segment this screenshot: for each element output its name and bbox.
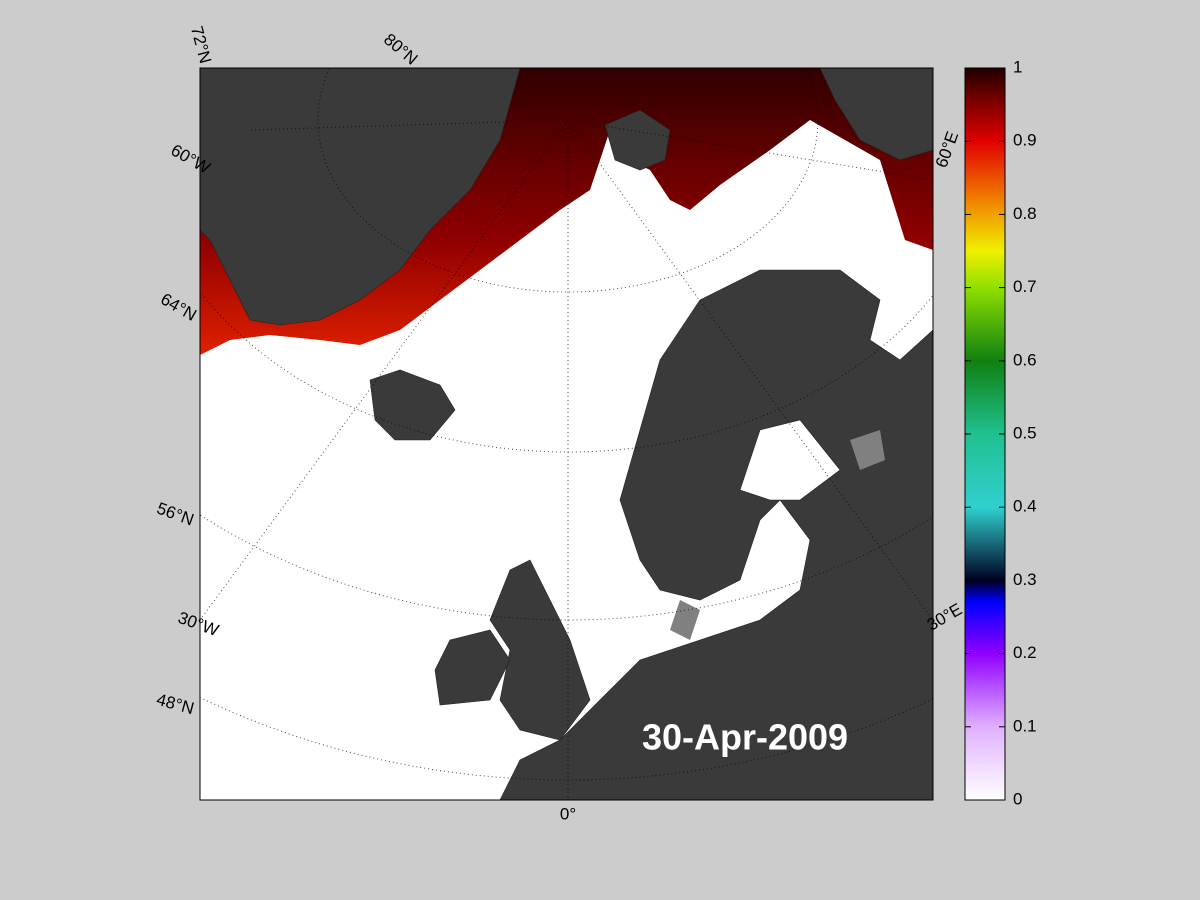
greenland (200, 68, 521, 326)
great-britain (489, 559, 591, 741)
grid-label: 56°N (154, 499, 196, 530)
tick-label: 0.3 (1013, 570, 1037, 589)
tick-label: 0.9 (1013, 131, 1037, 150)
grid-label: 64°N (157, 289, 199, 324)
tick-label: 1 (1013, 57, 1022, 76)
parallel (317, 68, 819, 293)
novaya-zemlya (819, 68, 933, 161)
grid-label: 48°N (154, 690, 196, 718)
meridian (567, 119, 933, 181)
ireland (434, 629, 511, 706)
shallow-water (670, 430, 885, 640)
tick-label: 0.5 (1013, 423, 1037, 442)
colorbar-scale (964, 67, 1006, 801)
tick-label: 0 (1013, 789, 1022, 808)
tick-label: 0.6 (1013, 350, 1037, 369)
colorbar: 0 0.1 0.2 0.3 0.4 0.5 0.6 0.7 0.8 0.9 1 (964, 57, 1037, 808)
date-label: 30-Apr-2009 (642, 717, 848, 758)
map-frame (199, 67, 934, 801)
tick-label: 0.7 (1013, 277, 1037, 296)
tick-label: 0.2 (1013, 643, 1037, 662)
grid-label: 60°E (932, 129, 963, 170)
europe (499, 269, 933, 800)
tick-label: 0.4 (1013, 497, 1037, 516)
map: 30-Apr-2009 (200, 68, 933, 800)
grid-label: 80°N (380, 30, 421, 69)
svalbard (604, 109, 671, 171)
tick-label: 0.8 (1013, 204, 1037, 223)
graticule (200, 68, 933, 800)
tick-label: 0.1 (1013, 716, 1037, 735)
grid-label: 72°N (187, 24, 215, 66)
grid-label: 0° (560, 804, 576, 823)
